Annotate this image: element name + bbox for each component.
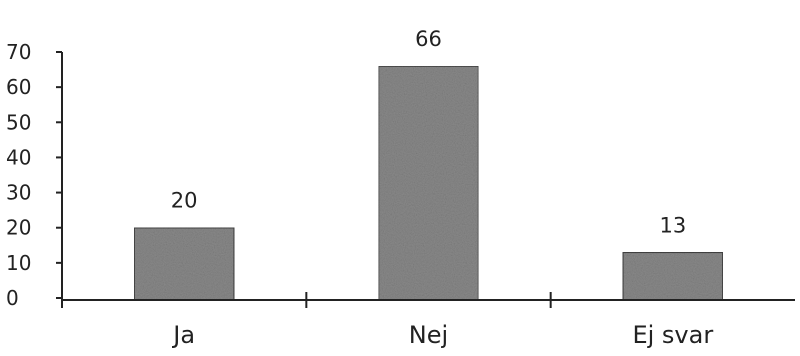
y-tick-label: 0 — [6, 286, 19, 310]
y-tick-label: 30 — [6, 181, 31, 205]
data-label: 66 — [415, 27, 442, 51]
bar-ej-svar — [622, 251, 724, 301]
category-label: Nej — [409, 321, 448, 349]
category-label: Ja — [171, 321, 195, 349]
y-tick-label: 10 — [6, 251, 31, 275]
data-label: 13 — [659, 213, 686, 237]
y-tick-label: 40 — [6, 145, 31, 169]
bars — [133, 65, 724, 301]
bar-nej — [377, 65, 480, 301]
axes — [61, 52, 795, 308]
bar-ja — [133, 226, 235, 301]
data-label: 20 — [171, 189, 198, 213]
y-tick-label: 60 — [6, 75, 31, 99]
y-tick-label: 50 — [6, 110, 31, 134]
y-tick-label: 70 — [6, 40, 31, 64]
category-label: Ej svar — [632, 321, 713, 349]
y-axis-ticks: 0 10 20 30 40 50 60 70 — [6, 40, 62, 310]
labels: 20 Ja 66 Nej 13 Ej svar — [171, 27, 714, 349]
y-tick-label: 20 — [6, 216, 31, 240]
